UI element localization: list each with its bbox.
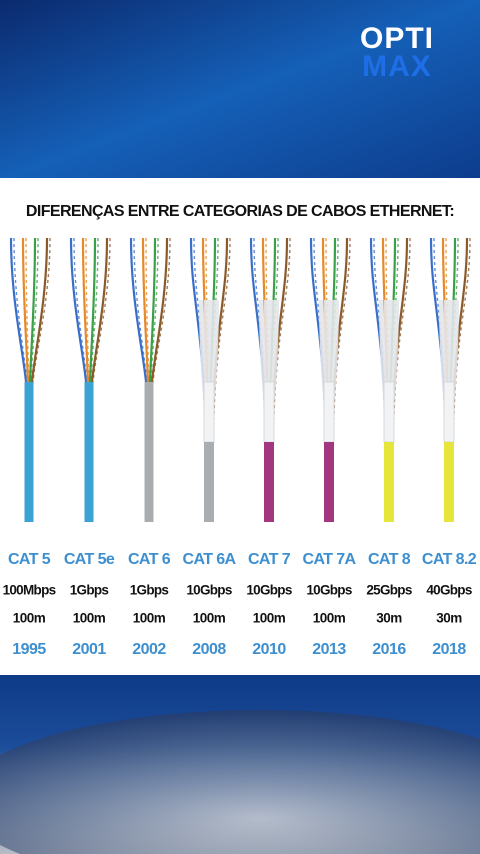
cable-length: 100m (253, 611, 286, 626)
wire (81, 237, 90, 383)
brand-line2: MAX (362, 50, 432, 83)
brand-line1: OPTI (360, 22, 434, 55)
cable-name: CAT 5e (64, 551, 115, 568)
cable-speed: 10Gbps (246, 583, 292, 598)
wire (28, 237, 37, 383)
cable-speed: 40Gbps (426, 583, 472, 598)
cable: CAT 5e 1Gbps 100m 2001 (64, 237, 115, 658)
cable-year: 2002 (132, 641, 166, 658)
wire (69, 237, 88, 383)
wire (150, 237, 169, 383)
top-background (0, 0, 480, 180)
jacket (204, 442, 214, 522)
jacket (24, 382, 34, 522)
wire-stripe (73, 237, 88, 383)
cable-speed: 10Gbps (186, 583, 232, 598)
shield-braid (383, 381, 395, 443)
cable-year: 1995 (12, 641, 46, 658)
wire-stripe (30, 237, 39, 383)
wire (148, 237, 157, 383)
wire-stripe (92, 237, 111, 383)
wire (9, 237, 28, 383)
jacket (324, 442, 334, 522)
wire-stripe (13, 237, 28, 383)
smoke (0, 710, 480, 854)
wire-stripe (145, 237, 150, 383)
shield-braid (263, 381, 275, 443)
cable-name: CAT 8 (368, 551, 411, 568)
jacket (144, 382, 154, 522)
cable-speed: 1Gbps (130, 583, 169, 598)
cable: CAT 8.2 40Gbps 30m 2018 (422, 237, 477, 658)
cable-length: 100m (193, 611, 226, 626)
cable-year: 2016 (372, 641, 406, 658)
jacket (264, 442, 274, 522)
wire-stripe (152, 237, 171, 383)
title: DIFERENÇAS ENTRE CATEGORIAS DE CABOS ETH… (26, 203, 454, 220)
cable-year: 2001 (72, 641, 106, 658)
wire-stripe (90, 237, 99, 383)
cable-length: 30m (436, 611, 462, 626)
cable-year: 2018 (432, 641, 466, 658)
cable-name: CAT 6A (183, 551, 237, 568)
wire-stripe (32, 237, 51, 383)
panel (0, 178, 480, 675)
wire-stripe (133, 237, 148, 383)
cable-year: 2008 (192, 641, 226, 658)
cable-length: 100m (13, 611, 46, 626)
jacket (384, 442, 394, 522)
cable-year: 2010 (252, 641, 286, 658)
cable-name: CAT 8.2 (422, 551, 477, 568)
wire (88, 237, 97, 383)
cable-length: 100m (313, 611, 346, 626)
wire-stripe (85, 237, 90, 383)
wire (90, 237, 109, 383)
cable: CAT 7A 10Gbps 100m 2013 (303, 237, 357, 658)
wire (129, 237, 148, 383)
wire (21, 237, 30, 383)
cable-length: 100m (73, 611, 106, 626)
jacket (444, 442, 454, 522)
cable: CAT 5 100Mbps 100m 1995 (3, 237, 56, 658)
cable: CAT 8 25Gbps 30m 2016 (366, 237, 413, 658)
cable: CAT 6A 10Gbps 100m 2008 (183, 237, 237, 658)
wire-stripe (150, 237, 159, 383)
cable-length: 30m (376, 611, 402, 626)
cable-speed: 25Gbps (366, 583, 412, 598)
cable: CAT 7 10Gbps 100m 2010 (246, 237, 293, 658)
cable-year: 2013 (312, 641, 346, 658)
cable-speed: 10Gbps (306, 583, 352, 598)
jacket (84, 382, 94, 522)
cable-speed: 100Mbps (3, 583, 56, 598)
cable-length: 100m (133, 611, 166, 626)
cable-speed: 1Gbps (70, 583, 109, 598)
cable-name: CAT 6 (128, 551, 171, 568)
wire-stripe (25, 237, 30, 383)
cable-name: CAT 5 (8, 551, 51, 568)
cable-name: CAT 7 (248, 551, 291, 568)
shield-braid (443, 381, 455, 443)
wire (141, 237, 150, 383)
cable-name: CAT 7A (303, 551, 357, 568)
wire (30, 237, 49, 383)
shield-braid (203, 381, 215, 443)
shield-braid (323, 381, 335, 443)
cable: CAT 6 1Gbps 100m 2002 (128, 237, 171, 658)
